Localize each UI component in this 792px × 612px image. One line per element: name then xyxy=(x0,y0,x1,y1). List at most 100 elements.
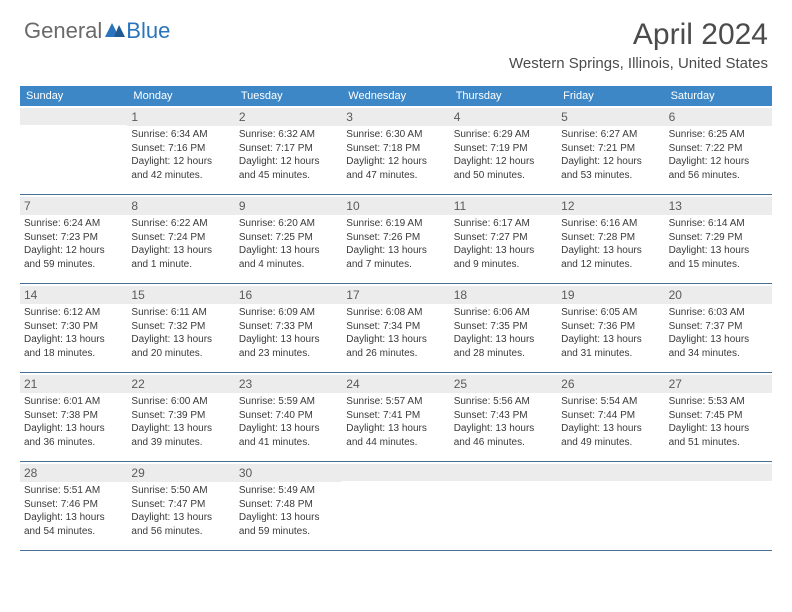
day-info-line: Daylight: 12 hours xyxy=(561,155,660,169)
day-info-line: and 31 minutes. xyxy=(561,347,660,361)
day-info-line: Daylight: 13 hours xyxy=(561,244,660,258)
calendar: Sunday Monday Tuesday Wednesday Thursday… xyxy=(20,86,772,551)
day-cell: 2Sunrise: 6:32 AMSunset: 7:17 PMDaylight… xyxy=(235,106,342,194)
day-info-line: Sunrise: 5:54 AM xyxy=(561,395,660,409)
day-info-line: Sunset: 7:43 PM xyxy=(454,409,553,423)
day-info-line: Daylight: 13 hours xyxy=(561,333,660,347)
logo-text-blue: Blue xyxy=(126,18,170,44)
day-info-line: Daylight: 13 hours xyxy=(454,422,553,436)
day-info-line: Sunset: 7:28 PM xyxy=(561,231,660,245)
day-info-line: Sunrise: 6:25 AM xyxy=(669,128,768,142)
day-cell: 9Sunrise: 6:20 AMSunset: 7:25 PMDaylight… xyxy=(235,195,342,283)
day-header: Wednesday xyxy=(342,86,449,106)
day-info-line: and 49 minutes. xyxy=(561,436,660,450)
day-info-line: Sunset: 7:41 PM xyxy=(346,409,445,423)
day-info-line: Daylight: 13 hours xyxy=(346,422,445,436)
day-cell: 10Sunrise: 6:19 AMSunset: 7:26 PMDayligh… xyxy=(342,195,449,283)
day-cell: 20Sunrise: 6:03 AMSunset: 7:37 PMDayligh… xyxy=(665,284,772,372)
day-info-line: Sunset: 7:35 PM xyxy=(454,320,553,334)
day-info-line: Sunset: 7:21 PM xyxy=(561,142,660,156)
day-info-line: Sunrise: 6:34 AM xyxy=(131,128,230,142)
day-number: 3 xyxy=(342,108,449,126)
location-subtitle: Western Springs, Illinois, United States xyxy=(509,55,768,72)
day-info-line: Sunrise: 6:11 AM xyxy=(131,306,230,320)
day-info-line: Sunset: 7:45 PM xyxy=(669,409,768,423)
day-info-line: and 39 minutes. xyxy=(131,436,230,450)
day-info-line: Sunset: 7:29 PM xyxy=(669,231,768,245)
day-info-line: Sunset: 7:32 PM xyxy=(131,320,230,334)
day-number: 30 xyxy=(235,464,342,482)
day-info-line: Sunrise: 6:19 AM xyxy=(346,217,445,231)
day-info-line: Daylight: 13 hours xyxy=(131,422,230,436)
day-info-line: Daylight: 13 hours xyxy=(239,244,338,258)
month-title: April 2024 xyxy=(509,18,768,51)
day-cell: 24Sunrise: 5:57 AMSunset: 7:41 PMDayligh… xyxy=(342,373,449,461)
day-info-line: Sunrise: 6:29 AM xyxy=(454,128,553,142)
day-header: Saturday xyxy=(665,86,772,106)
day-info-line: Sunset: 7:39 PM xyxy=(131,409,230,423)
day-info-line: Sunset: 7:37 PM xyxy=(669,320,768,334)
day-header: Thursday xyxy=(450,86,557,106)
day-number: 16 xyxy=(235,286,342,304)
day-info-line: Sunrise: 6:08 AM xyxy=(346,306,445,320)
day-number: 10 xyxy=(342,197,449,215)
day-info-line: and 1 minute. xyxy=(131,258,230,272)
day-cell: 25Sunrise: 5:56 AMSunset: 7:43 PMDayligh… xyxy=(450,373,557,461)
day-info-line: and 28 minutes. xyxy=(454,347,553,361)
day-info-line: Sunset: 7:18 PM xyxy=(346,142,445,156)
day-info-line: Sunrise: 6:14 AM xyxy=(669,217,768,231)
day-info-line: Daylight: 13 hours xyxy=(24,422,123,436)
day-cell: 16Sunrise: 6:09 AMSunset: 7:33 PMDayligh… xyxy=(235,284,342,372)
day-info-line: Sunrise: 5:51 AM xyxy=(24,484,123,498)
day-info-line: and 12 minutes. xyxy=(561,258,660,272)
day-number: 17 xyxy=(342,286,449,304)
day-cell: 18Sunrise: 6:06 AMSunset: 7:35 PMDayligh… xyxy=(450,284,557,372)
day-header: Monday xyxy=(127,86,234,106)
day-info-line: and 9 minutes. xyxy=(454,258,553,272)
day-info-line: and 41 minutes. xyxy=(239,436,338,450)
day-number: 25 xyxy=(450,375,557,393)
day-cell xyxy=(665,462,772,550)
day-info-line: Daylight: 13 hours xyxy=(24,333,123,347)
day-info-line: Sunset: 7:16 PM xyxy=(131,142,230,156)
day-cell: 4Sunrise: 6:29 AMSunset: 7:19 PMDaylight… xyxy=(450,106,557,194)
day-header: Friday xyxy=(557,86,664,106)
day-info-line: Daylight: 13 hours xyxy=(346,244,445,258)
day-cell: 13Sunrise: 6:14 AMSunset: 7:29 PMDayligh… xyxy=(665,195,772,283)
day-number: 23 xyxy=(235,375,342,393)
day-info-line: Daylight: 13 hours xyxy=(131,333,230,347)
day-info-line: and 56 minutes. xyxy=(669,169,768,183)
day-cell: 8Sunrise: 6:22 AMSunset: 7:24 PMDaylight… xyxy=(127,195,234,283)
day-info-line: Sunrise: 6:32 AM xyxy=(239,128,338,142)
day-info-line: and 47 minutes. xyxy=(346,169,445,183)
day-cell: 28Sunrise: 5:51 AMSunset: 7:46 PMDayligh… xyxy=(20,462,127,550)
day-header: Sunday xyxy=(20,86,127,106)
day-info-line: Daylight: 13 hours xyxy=(131,244,230,258)
day-info-line: Sunrise: 5:50 AM xyxy=(131,484,230,498)
empty-day xyxy=(342,464,449,481)
day-info-line: Daylight: 12 hours xyxy=(669,155,768,169)
day-info-line: Sunrise: 6:30 AM xyxy=(346,128,445,142)
day-info-line: and 26 minutes. xyxy=(346,347,445,361)
week-row: 21Sunrise: 6:01 AMSunset: 7:38 PMDayligh… xyxy=(20,373,772,462)
day-info-line: Sunset: 7:36 PM xyxy=(561,320,660,334)
day-cell xyxy=(20,106,127,194)
day-info-line: Sunrise: 6:27 AM xyxy=(561,128,660,142)
day-info-line: and 15 minutes. xyxy=(669,258,768,272)
day-info-line: Daylight: 12 hours xyxy=(346,155,445,169)
logo-triangle-icon xyxy=(105,21,125,42)
day-info-line: Sunset: 7:33 PM xyxy=(239,320,338,334)
day-cell xyxy=(450,462,557,550)
week-row: 1Sunrise: 6:34 AMSunset: 7:16 PMDaylight… xyxy=(20,106,772,195)
day-number: 22 xyxy=(127,375,234,393)
day-number: 29 xyxy=(127,464,234,482)
day-info-line: Sunrise: 6:16 AM xyxy=(561,217,660,231)
day-info-line: and 36 minutes. xyxy=(24,436,123,450)
empty-day xyxy=(450,464,557,481)
day-number: 4 xyxy=(450,108,557,126)
day-cell: 7Sunrise: 6:24 AMSunset: 7:23 PMDaylight… xyxy=(20,195,127,283)
day-number: 21 xyxy=(20,375,127,393)
day-cell xyxy=(342,462,449,550)
page-header: General Blue April 2024 Western Springs,… xyxy=(0,0,792,78)
week-row: 7Sunrise: 6:24 AMSunset: 7:23 PMDaylight… xyxy=(20,195,772,284)
